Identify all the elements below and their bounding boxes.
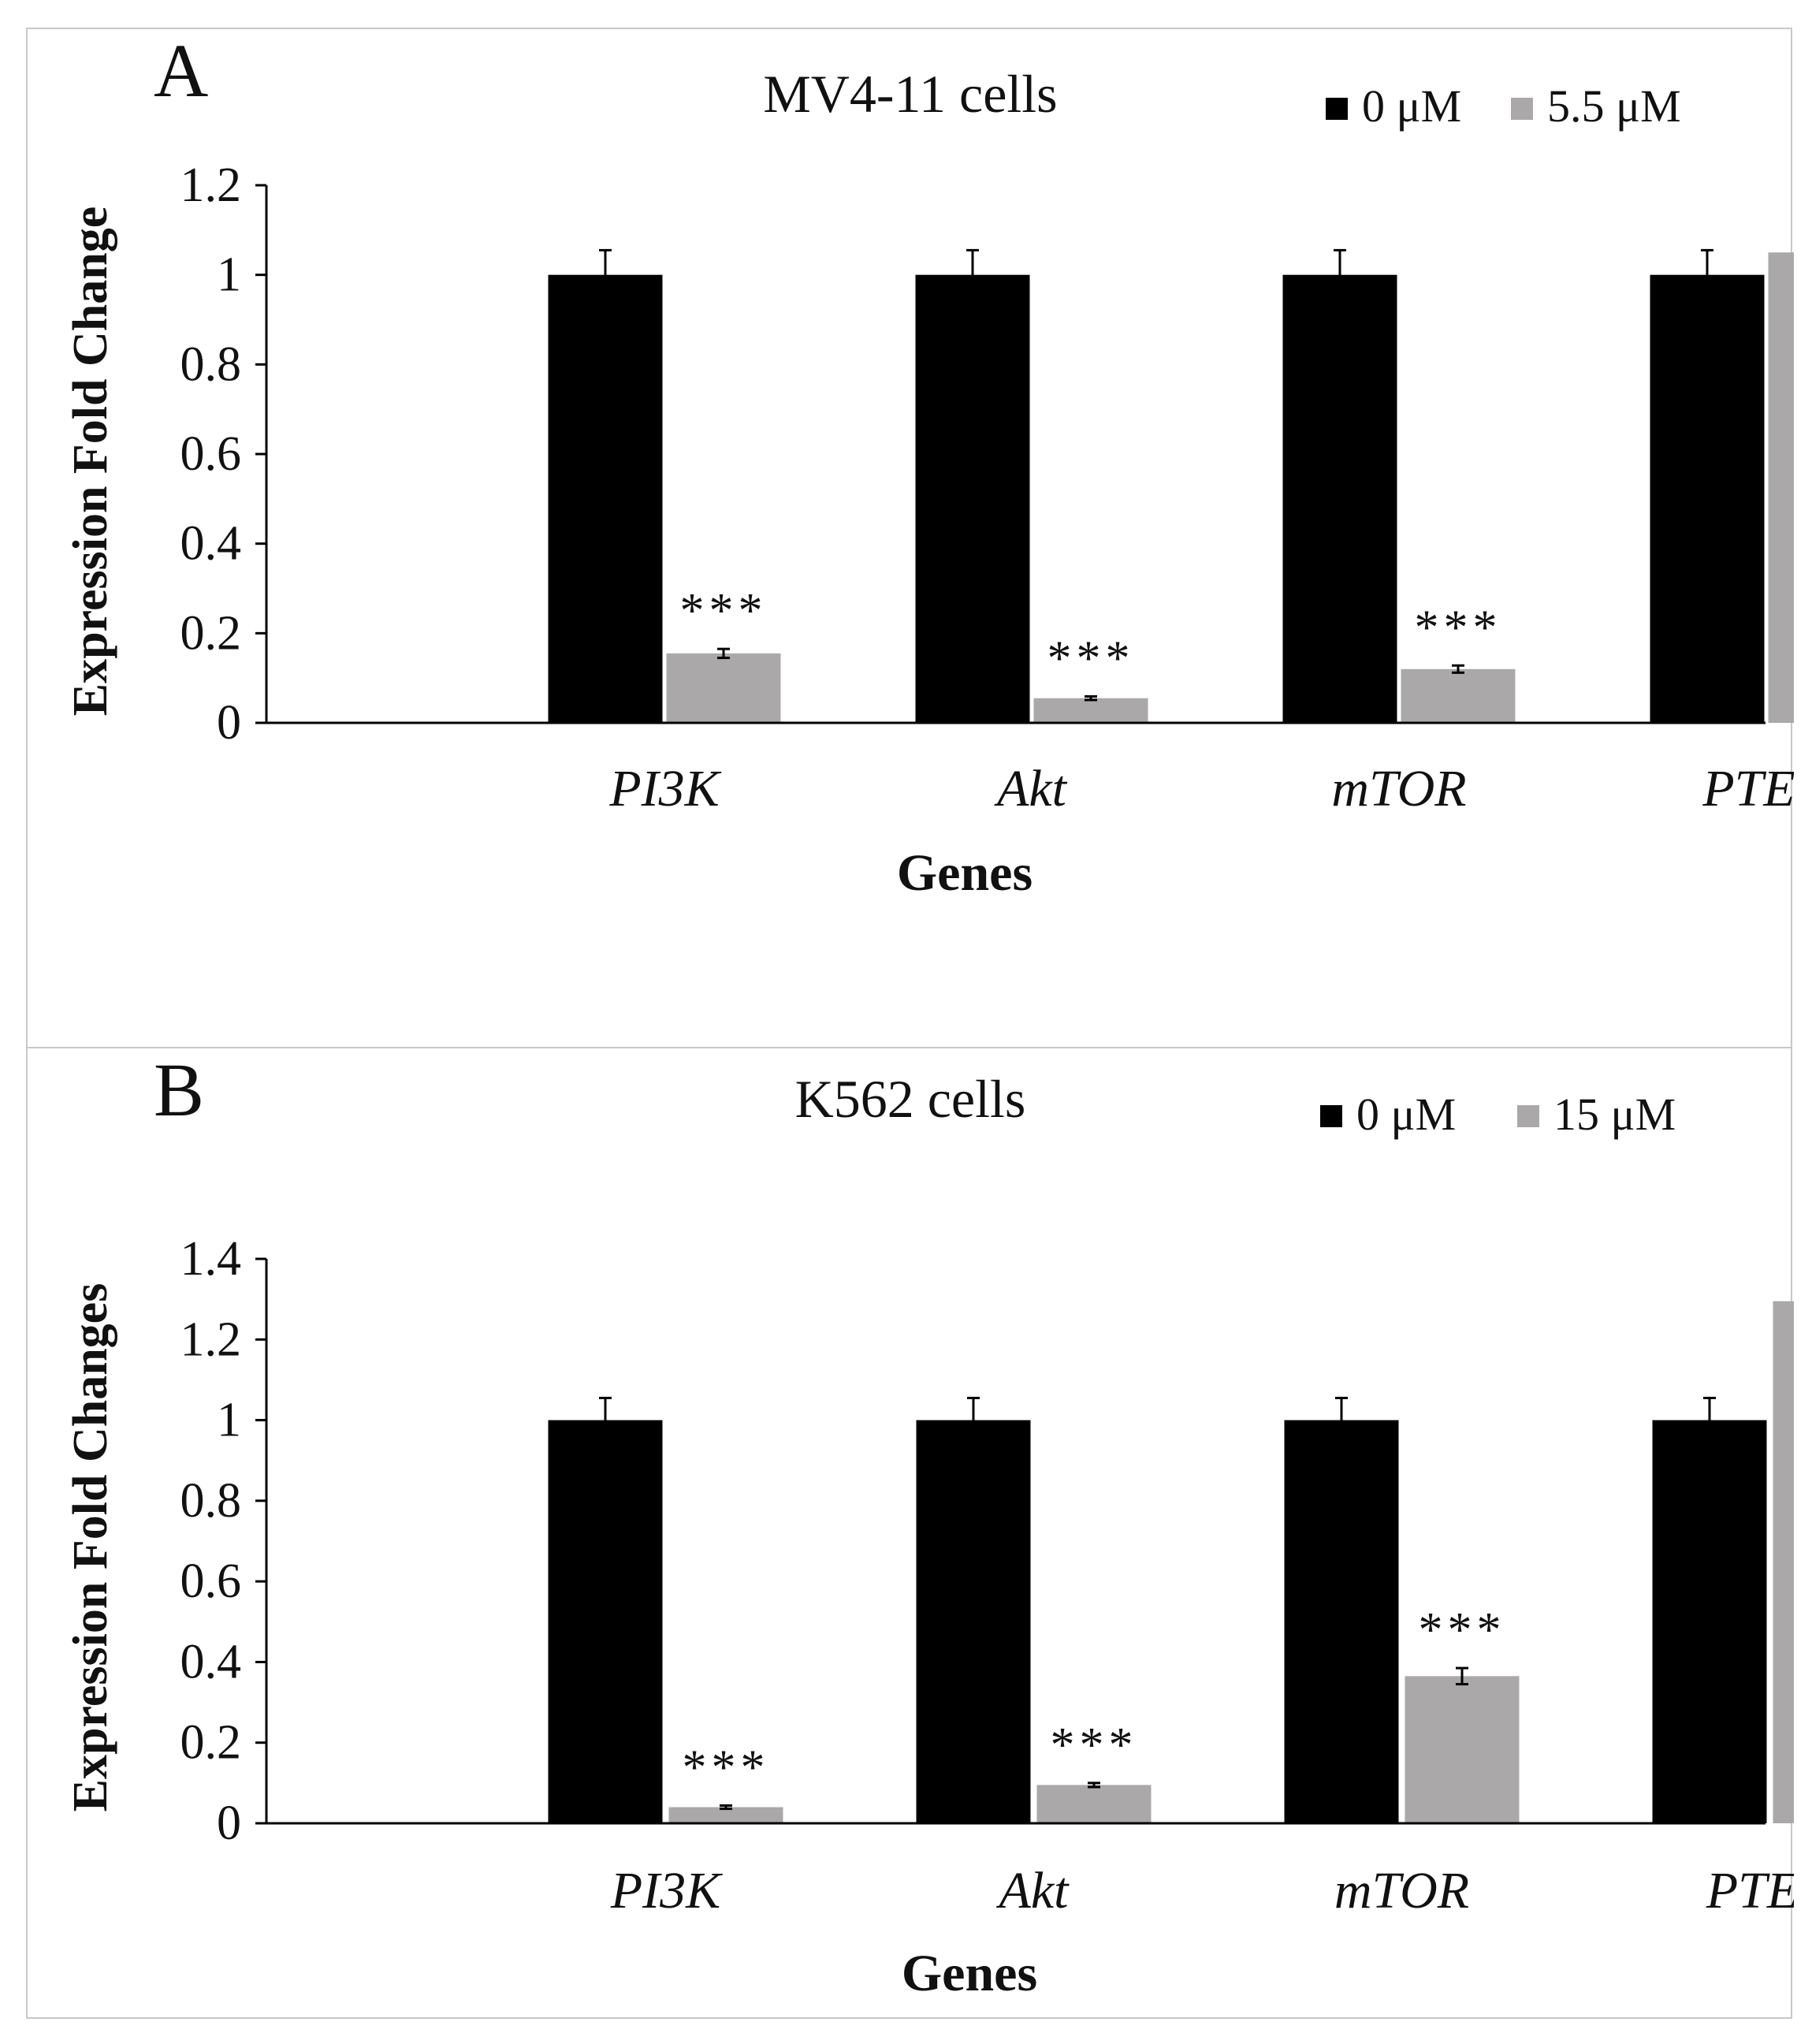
significance-label: ***	[1047, 631, 1135, 685]
y-tick-label: 1.2	[180, 1312, 242, 1366]
legend-label-control: 0 μM	[1356, 1089, 1456, 1140]
chart-a: A MV4-11 cells 0 μM 5.5 μM Expression Fo…	[64, 29, 1794, 902]
y-tick-label: 0.4	[180, 517, 242, 571]
legend-label-control: 0 μM	[1362, 80, 1461, 132]
bar-control-pten	[1652, 1420, 1767, 1823]
panel-letter-b: B	[154, 1048, 204, 1132]
y-tick-label: 1.2	[180, 158, 242, 212]
x-axis-label: Genes	[897, 844, 1033, 902]
legend-swatch-treated	[1511, 98, 1533, 120]
y-tick-label: 1	[217, 1394, 241, 1447]
y-tick-label: 0.8	[180, 337, 242, 391]
y-tick-label: 0.2	[180, 1716, 242, 1770]
bar-treated-pi3k	[666, 653, 781, 723]
bar-treated-mtor	[1401, 668, 1516, 723]
y-tick-label: 0	[217, 1796, 241, 1850]
legend-label-treated: 15 μM	[1553, 1089, 1676, 1140]
bar-treated-mtor	[1405, 1676, 1520, 1823]
y-axis-label: Expression Fold Change	[64, 207, 117, 717]
panel-a: A MV4-11 cells 0 μM 5.5 μM Expression Fo…	[26, 28, 1794, 1048]
bar-control-akt	[916, 1420, 1031, 1823]
y-tick-label: 0.2	[180, 606, 242, 660]
y-tick-label: 0.6	[180, 427, 242, 481]
category-label: Akt	[994, 760, 1068, 817]
significance-label: ***	[680, 584, 768, 638]
y-tick-label: 1.4	[180, 1232, 242, 1286]
y-tick-label: 0.4	[180, 1635, 242, 1688]
category-label: PTEN	[1702, 760, 1794, 817]
y-tick-label: 0.6	[180, 1554, 242, 1608]
significance-label: ***	[1415, 601, 1502, 654]
chart-b: B K562 cells 0 μM 15 μM Expression Fold …	[64, 1048, 1794, 2002]
bar-control-akt	[915, 274, 1030, 724]
bar-control-mtor	[1284, 1420, 1399, 1823]
bar-control-mtor	[1282, 274, 1397, 724]
chart-title: MV4-11 cells	[763, 64, 1057, 124]
chart-title: K562 cells	[795, 1069, 1026, 1129]
y-tick-label: 0	[217, 696, 241, 750]
legend-label-treated: 5.5 μM	[1547, 80, 1681, 132]
category-label: PI3K	[610, 1862, 723, 1919]
category-label: PI3K	[608, 760, 721, 817]
bar-treated-pten	[1768, 252, 1794, 723]
legend-swatch-control	[1326, 98, 1348, 120]
legend-swatch-control	[1320, 1105, 1342, 1127]
y-axis-label: Expression Fold Changes	[64, 1283, 117, 1812]
category-label: mTOR	[1331, 760, 1466, 817]
category-label: PTEN	[1706, 1862, 1794, 1919]
bar-treated-akt	[1036, 1785, 1152, 1823]
x-axis-label: Genes	[902, 1945, 1037, 2002]
significance-label: ***	[1419, 1603, 1506, 1657]
legend-swatch-treated	[1517, 1105, 1539, 1127]
significance-label: ***	[683, 1741, 770, 1794]
panel-b: B K562 cells 0 μM 15 μM Expression Fold …	[26, 1047, 1794, 2019]
bar-treated-pi3k	[668, 1807, 783, 1823]
panel-letter-a: A	[154, 29, 208, 113]
bar-treated-akt	[1033, 698, 1148, 723]
bar-treated-pten	[1773, 1301, 1794, 1823]
category-label: Akt	[996, 1862, 1070, 1919]
significance-label: ***	[1051, 1718, 1138, 1772]
bar-control-pi3k	[548, 274, 663, 724]
y-tick-label: 0.8	[180, 1474, 242, 1528]
y-tick-label: 1	[217, 248, 241, 302]
bar-control-pi3k	[548, 1420, 663, 1823]
plot-area: 0 0.2 0.4 0.6 0.8 1 1.2 *** PI3K *** Akt *** mTOR PTE…	[180, 158, 1794, 817]
category-label: mTOR	[1334, 1862, 1469, 1919]
bar-control-pten	[1650, 274, 1765, 724]
plot-area: 0 0.2 0.4 0.6 0.8 1 1.2 1.4 *** PI3K *** Akt *** mTOR…	[180, 1232, 1794, 1919]
